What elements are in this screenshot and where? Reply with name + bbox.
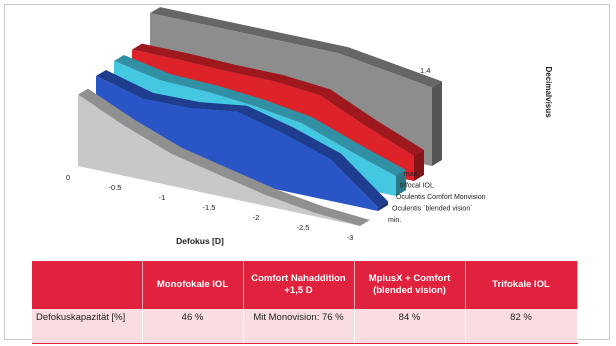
series-end-face (378, 201, 388, 211)
table-header-mplusx: MplusX + Comfort (blended vision) (354, 261, 466, 309)
depth-label: trifocal IOL (400, 183, 434, 190)
series-top-face (150, 7, 442, 88)
x-tick-label: -1.5 (203, 203, 216, 212)
comparison-table: Monofokale IOL Comfort Nahaddition +1,5 … (32, 261, 578, 344)
series-top-face (96, 70, 388, 208)
x-tick-label: -2.5 (297, 223, 310, 232)
table-cell-comfort: Mit Monovision: 76 % (243, 309, 355, 344)
depth-label: max. (404, 171, 419, 178)
x-tick-label: -2 (253, 213, 260, 222)
table-header-empty (32, 261, 143, 309)
table-header-row: Monofokale IOL Comfort Nahaddition +1,5 … (32, 261, 578, 309)
table-cell-trifokal: 82 % (465, 309, 578, 344)
series-end-face (414, 150, 424, 181)
series-area (96, 76, 378, 211)
table-header-trifokal: Trifokale IOL (465, 261, 578, 309)
table-cell-mplusx: 84 % (354, 309, 466, 344)
x-tick-label: -3 (347, 233, 354, 242)
series-top-face (132, 43, 424, 157)
depth-label: min. (388, 217, 401, 224)
y-tick-label: 1.4 (420, 66, 430, 75)
series-top-face (78, 88, 370, 226)
depth-label: Oculentis Comfort Monvision (396, 194, 486, 201)
table-row: Defokuskapazität [%] 46 % Mit Monovision… (32, 309, 578, 344)
depth-label: Oculentis `blended vision´ (392, 206, 473, 213)
table-header-comfort: Comfort Nahaddition +1,5 D (243, 261, 355, 309)
table-row-label: Defokuskapazität [%] (32, 309, 143, 344)
series-top-face (114, 55, 406, 176)
series-end-face (396, 170, 406, 196)
x-tick-label: -0.5 (109, 183, 122, 192)
series-area (78, 94, 360, 226)
table-cell-monofokal: 46 % (142, 309, 244, 344)
series-end-face (432, 81, 442, 166)
y-axis-label: Decimalvisus (544, 66, 553, 118)
table-header-monofokal: Monofokale IOL (142, 261, 244, 309)
x-axis-label: Defokus [D] (176, 236, 224, 246)
x-tick-label: 0 (66, 173, 70, 182)
x-tick-label: -1 (159, 193, 166, 202)
